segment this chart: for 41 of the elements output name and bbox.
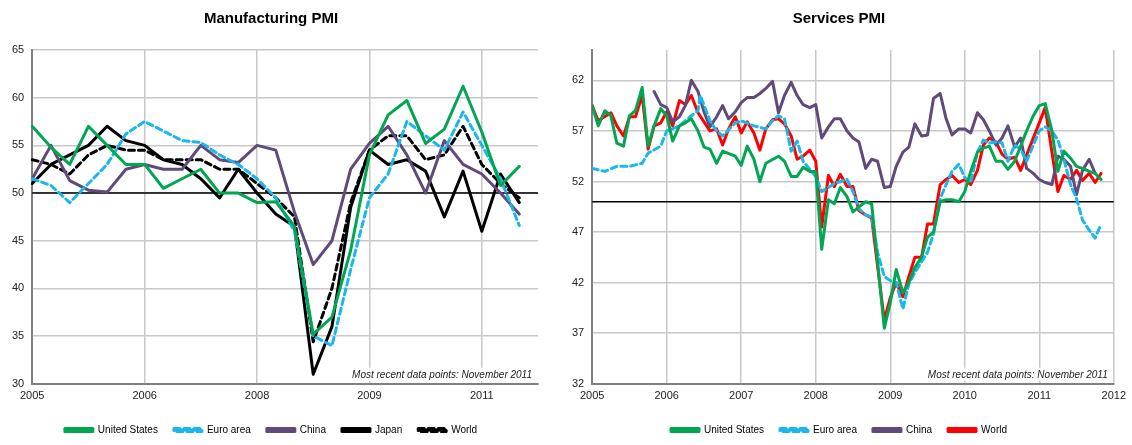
y-tick-label: 40 [11,281,25,294]
x-tick-label: 2010 [952,389,977,402]
annotation: Most recent data points: November 2011 [352,368,532,380]
legend-label: World [981,423,1008,435]
y-tick-label: 35 [11,329,25,342]
legend-label: China [905,423,933,435]
x-tick-label: 2011 [1027,389,1052,402]
y-tick-label: 37 [571,326,585,339]
x-tick-label: 2006 [654,389,679,402]
y-tick-label: 62 [571,73,585,86]
x-tick-label: 2005 [19,389,45,402]
y-tick-label: 45 [11,233,25,246]
x-tick-label: 2006 [132,389,157,402]
y-tick-label: 30 [11,376,25,389]
legend-label: United States [97,423,158,435]
chart-title: Services PMI [792,9,886,27]
legend-label: Japan [374,423,403,435]
legend-label: Euro area [206,423,252,435]
y-tick-label: 60 [11,90,25,103]
y-tick-label: 52 [571,174,585,187]
annotation: Most recent data points: November 2011 [927,368,1108,380]
x-tick-label: 2008 [244,389,270,402]
x-tick-label: 2009 [878,389,903,402]
y-tick-label: 42 [571,275,585,288]
y-tick-label: 55 [11,138,25,151]
legend-label: United States [703,423,765,435]
x-tick-label: 2007 [729,389,754,402]
x-tick-label: 2005 [579,389,605,402]
x-tick-label: 2012 [1101,389,1127,402]
legend-label: Euro area [813,423,858,435]
y-tick-label: 32 [571,376,585,389]
y-tick-label: 50 [11,186,25,199]
legend-label: World [451,423,478,435]
y-tick-label: 65 [11,43,25,56]
y-tick-label: 47 [571,225,585,238]
x-tick-label: 2011 [469,389,494,402]
y-tick-label: 57 [571,123,585,136]
chart-title: Manufacturing PMI [203,9,339,27]
x-tick-label: 2009 [357,389,382,402]
legend-label: China [299,423,327,435]
x-tick-label: 2008 [803,389,828,402]
